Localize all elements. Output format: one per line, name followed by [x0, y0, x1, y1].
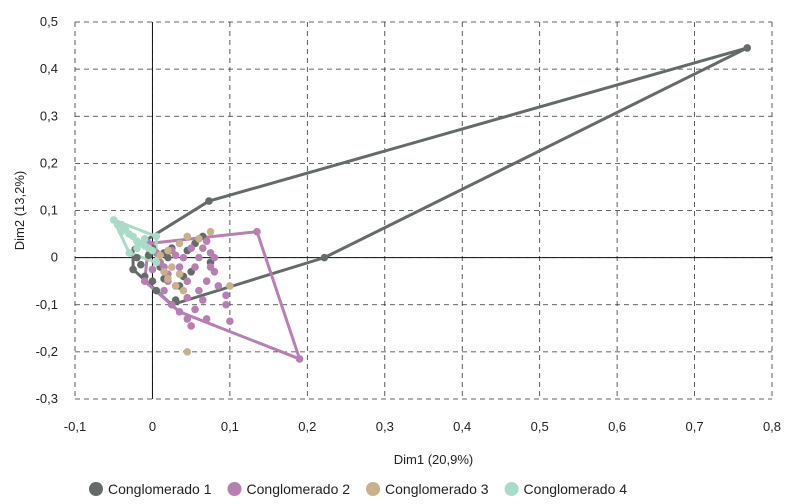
x-tick-label: 0,1: [221, 419, 239, 434]
data-point-cluster-3: [206, 227, 215, 236]
data-point-cluster-1: [205, 197, 213, 205]
data-point-cluster-4: [148, 246, 157, 255]
data-point-cluster-3: [171, 282, 180, 290]
data-point-cluster-2: [160, 286, 168, 295]
data-point-cluster-2: [168, 300, 176, 309]
data-point-cluster-3: [226, 282, 234, 290]
y-tick-label: 0,3: [40, 108, 58, 123]
x-axis-label: Dim1 (20,9%): [394, 452, 473, 467]
x-tick-label: 0,2: [298, 419, 316, 434]
x-tick-label: 0,3: [376, 419, 394, 434]
data-point-cluster-2: [187, 244, 195, 252]
data-point-cluster-2: [210, 253, 219, 262]
data-point-cluster-2: [222, 291, 230, 300]
data-point-cluster-3: [164, 246, 172, 255]
y-tick-label: 0,4: [40, 61, 58, 76]
data-point-cluster-1: [148, 277, 157, 285]
legend-marker-1: [89, 482, 103, 496]
data-points: [109, 44, 752, 363]
y-tick-label: -0,3: [36, 391, 58, 406]
x-tick-label: 0: [149, 419, 156, 434]
x-tick-label: 0,6: [608, 419, 626, 434]
data-point-cluster-2: [198, 244, 207, 252]
data-point-cluster-4: [140, 234, 149, 243]
data-point-cluster-4: [152, 232, 161, 241]
data-point-cluster-2: [195, 286, 203, 295]
data-point-cluster-2: [175, 308, 184, 316]
data-point-cluster-2: [179, 253, 188, 262]
legend-marker-2: [227, 482, 242, 496]
data-point-cluster-4: [133, 244, 141, 252]
data-point-cluster-2: [191, 263, 199, 271]
data-point-cluster-2: [206, 263, 215, 271]
x-tick-label: -0,1: [64, 419, 86, 434]
legend: Conglomerado 1 Conglomerado 2 Conglomerado…: [89, 481, 627, 497]
data-point-cluster-4: [125, 249, 134, 257]
data-point-cluster-2: [202, 277, 211, 285]
tick-labels: -0,1 0 0,1 0,2 0,3 0,4 0,5 0,6 0,7 0,8 -0,3 -0,2 -0,…: [36, 14, 781, 434]
x-tick-label: 0,8: [763, 419, 781, 434]
data-point-cluster-1: [129, 265, 137, 274]
data-point-cluster-2: [222, 300, 230, 309]
data-point-cluster-2: [171, 251, 180, 260]
data-point-cluster-3: [183, 348, 192, 356]
data-point-cluster-3: [168, 263, 176, 271]
y-tick-label: 0,5: [40, 14, 58, 29]
y-tick-label: 0: [51, 250, 58, 265]
data-point-cluster-3: [179, 286, 188, 295]
legend-label-2: Conglomerado 2: [247, 481, 351, 497]
data-point-cluster-3: [160, 267, 168, 276]
data-point-cluster-2: [187, 322, 195, 330]
axes: [75, 22, 772, 399]
data-point-cluster-1: [743, 44, 752, 52]
legend-label-1: Conglomerado 1: [108, 481, 212, 497]
data-point-cluster-3: [156, 251, 164, 260]
data-point-cluster-2: [195, 253, 203, 262]
data-point-cluster-2: [214, 282, 223, 290]
data-point-cluster-3: [164, 275, 172, 283]
legend-marker-4: [504, 482, 519, 496]
data-point-cluster-4: [117, 227, 126, 236]
data-point-cluster-4: [113, 220, 122, 229]
data-point-cluster-2: [226, 317, 234, 326]
x-tick-label: 0,4: [453, 419, 471, 434]
cluster-hull-1: [131, 46, 749, 307]
data-point-cluster-4: [152, 258, 161, 267]
y-tick-label: 0,1: [40, 203, 58, 218]
data-point-cluster-2: [148, 265, 157, 274]
data-point-cluster-2: [202, 315, 211, 323]
data-point-cluster-1: [152, 286, 161, 295]
y-tick-label: -0,1: [36, 297, 58, 312]
x-tick-label: 0,5: [531, 419, 549, 434]
data-point-cluster-2: [295, 355, 304, 363]
grid: [74, 21, 773, 400]
y-tick-label: 0,2: [40, 155, 58, 170]
y-tick-label: -0,2: [36, 344, 58, 359]
data-point-cluster-1: [137, 260, 145, 269]
data-point-cluster-2: [202, 237, 211, 245]
data-point-cluster-3: [195, 234, 203, 243]
legend-label-4: Conglomerado 4: [524, 481, 628, 497]
data-point-cluster-1: [164, 253, 172, 262]
x-tick-label: 0,7: [686, 419, 704, 434]
data-point-cluster-3: [175, 270, 184, 278]
data-point-cluster-1: [320, 253, 329, 262]
data-point-cluster-2: [253, 227, 261, 236]
data-point-cluster-2: [183, 277, 192, 285]
data-point-cluster-1: [133, 253, 141, 262]
data-point-cluster-3: [175, 239, 184, 248]
data-point-cluster-2: [191, 305, 199, 314]
legend-marker-3: [366, 482, 381, 496]
data-point-cluster-2: [175, 263, 184, 271]
legend-label-3: Conglomerado 3: [385, 481, 489, 497]
data-point-cluster-2: [183, 315, 192, 323]
data-point-cluster-2: [140, 277, 149, 285]
y-axis-label: Dim2 (13,2%): [12, 171, 27, 250]
data-point-cluster-2: [183, 293, 192, 302]
data-point-cluster-3: [183, 232, 192, 241]
data-point-cluster-2: [198, 296, 207, 304]
